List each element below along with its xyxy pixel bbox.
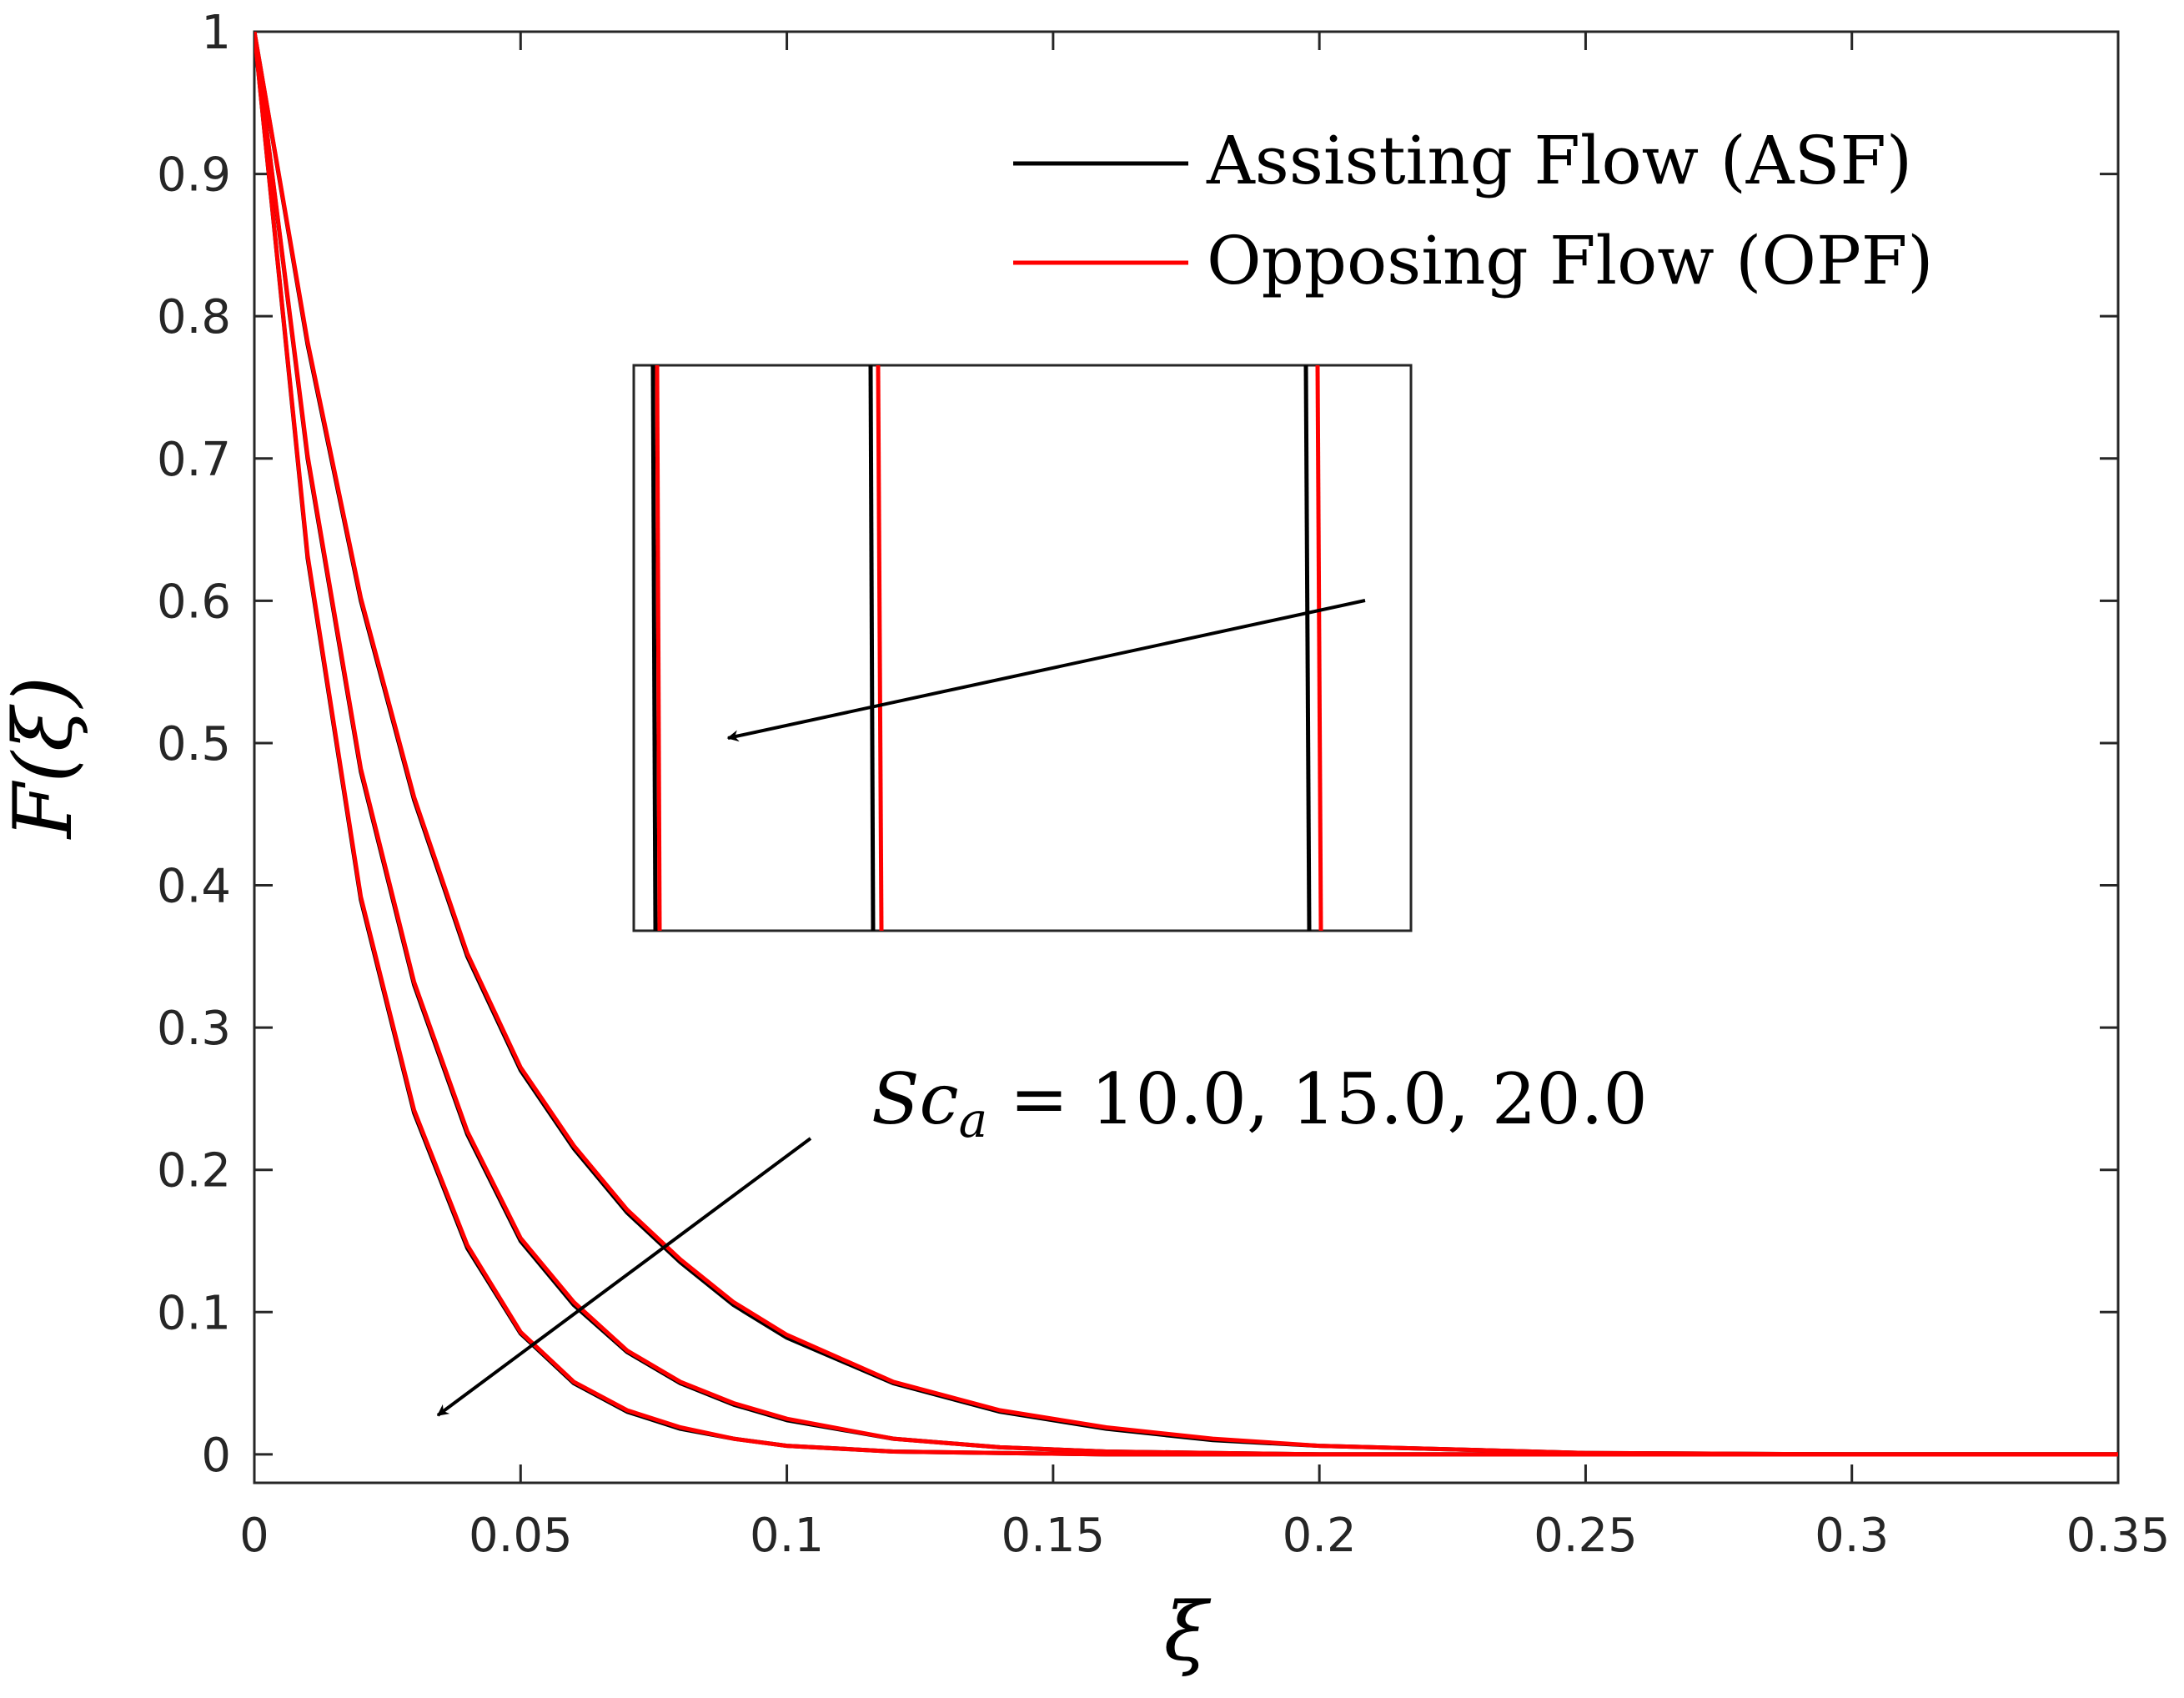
inset-line-opf-sc20 <box>655 364 662 932</box>
x-axis-label: ξ <box>1164 1585 1212 1679</box>
x-tick-label: 0.35 <box>2066 1509 2171 1563</box>
inset-frame <box>632 364 1413 932</box>
y-tick-label: 0.4 <box>157 860 231 914</box>
y-tick-label: 0 <box>201 1429 231 1483</box>
x-tick-label: 0.05 <box>469 1509 573 1563</box>
inset-line-asf-sc20 <box>650 364 658 932</box>
legend-label-opf: Opposing Flow (OPF) <box>1207 222 1933 299</box>
y-tick-label: 0.9 <box>157 148 231 203</box>
sc-values: = 10.0, 15.0, 20.0 <box>987 1058 1648 1140</box>
series-line-opf-sc20 <box>254 32 2118 1457</box>
y-tick-label: 0.2 <box>157 1144 231 1198</box>
x-tick-label: 0.15 <box>1002 1509 1106 1563</box>
inset-trend-arrow <box>726 599 1366 742</box>
inset-line-asf-sc10 <box>1303 364 1312 932</box>
zoom-inset <box>632 364 1413 932</box>
series-line-opf-sc10 <box>254 32 2118 1457</box>
sc-annotation-text: Sca = 10.0, 15.0, 20.0 <box>871 1058 1648 1148</box>
y-tick-label: 0.8 <box>157 290 231 344</box>
inset-line-opf-sc10 <box>1315 364 1323 932</box>
y-axis-label: F(ξ) <box>0 676 90 840</box>
legend: Assisting Flow (ASF) Opposing Flow (OPF) <box>1013 122 1933 299</box>
x-tick-label: 0.3 <box>1815 1509 1889 1563</box>
legend-label-asf: Assisting Flow (ASF) <box>1206 122 1912 199</box>
y-tick-label: 0.7 <box>157 433 231 487</box>
inset-line-asf-sc15 <box>868 364 876 932</box>
y-tick-label: 0.5 <box>157 717 231 771</box>
x-tick-label: 0.25 <box>1534 1509 1638 1563</box>
x-tick-label: 0 <box>239 1509 269 1563</box>
sc-subscript: a <box>959 1092 988 1148</box>
y-tick-label: 0.3 <box>157 1002 231 1056</box>
y-tick-label: 0.1 <box>157 1286 231 1340</box>
y-tick-label: 0.6 <box>157 575 231 629</box>
x-tick-label: 0.1 <box>750 1509 824 1563</box>
y-tick-label: 1 <box>201 6 231 60</box>
x-axis-ticks: 0 0.05 0.1 0.15 0.2 0.25 0.3 0.35 <box>239 32 2170 1563</box>
x-tick-label: 0.2 <box>1283 1509 1357 1563</box>
inset-line-opf-sc15 <box>876 364 884 932</box>
y-axis-ticks: 0 0.1 0.2 0.3 0.4 0.5 0.6 0.7 0.8 0.9 1 <box>157 6 2118 1483</box>
sc-annotation: Sca = 10.0, 15.0, 20.0 <box>436 1058 1648 1417</box>
sc-trend-arrow <box>436 1137 812 1417</box>
data-series-group <box>254 32 2118 1457</box>
sc-symbol: Sc <box>871 1058 959 1140</box>
